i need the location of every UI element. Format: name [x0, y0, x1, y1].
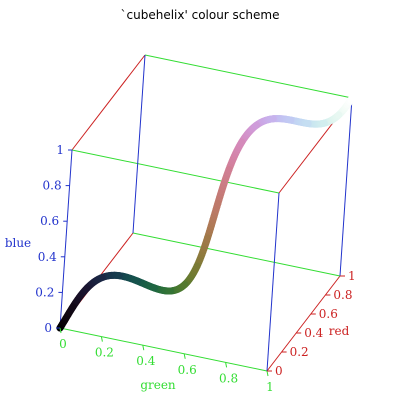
curve-point [238, 138, 246, 146]
red-tick-label: 0.4 [304, 326, 323, 340]
curve-point [348, 94, 356, 102]
green-tick-label: 0.6 [178, 363, 197, 377]
curve-point [151, 284, 159, 292]
green-tick-label: 0.2 [95, 346, 114, 360]
green-tick-mark [183, 353, 186, 359]
red-tick-label: 0.2 [290, 345, 309, 359]
green-tick-label: 0.8 [219, 371, 238, 385]
green-edge [132, 232, 341, 277]
curve-point [320, 119, 328, 127]
curve-point [115, 272, 123, 280]
green-tick-mark [142, 345, 145, 351]
curve-point [269, 115, 277, 123]
blue-tick-label: 0.2 [35, 285, 54, 299]
curve-point [181, 280, 189, 288]
curve-point [214, 199, 222, 207]
blue-edge [266, 192, 280, 372]
curve-point [304, 120, 312, 128]
curve-point [287, 116, 295, 124]
cubehelix-curve [56, 94, 356, 332]
axis-ticks: 00.20.40.60.8100.20.40.60.8100.20.40.60.… [35, 143, 355, 394]
blue-edge [132, 54, 146, 234]
red-tick-label: 0.8 [333, 288, 352, 302]
blue-tick-label: 0.4 [38, 250, 57, 264]
curve-point [253, 121, 261, 129]
blue-tick-label: 0.8 [43, 179, 62, 193]
red-tick-label: 1 [348, 269, 356, 283]
curve-point [193, 262, 201, 270]
red-edge [266, 275, 341, 372]
blue-tick-label: 1 [56, 143, 64, 157]
blue-tick-label: 0 [44, 321, 52, 335]
red-axis-label: red [329, 324, 350, 338]
green-tick-label: 0 [59, 337, 67, 351]
red-tick-label: 0 [275, 364, 283, 378]
curve-point [83, 284, 91, 292]
green-tick-mark [100, 336, 103, 342]
bounding-box [59, 54, 353, 372]
green-edge [59, 327, 268, 372]
curve-point [69, 303, 77, 311]
curve-point [204, 234, 212, 242]
blue-edge [339, 97, 353, 277]
green-tick-label: 0.4 [136, 354, 155, 368]
green-tick-mark [225, 362, 228, 368]
blue-edge [59, 149, 73, 329]
green-tick-mark [59, 327, 62, 334]
curve-point [133, 277, 141, 285]
curve-point [335, 111, 343, 119]
red-tick-label: 0.6 [319, 307, 338, 321]
green-tick-mark [266, 370, 269, 377]
blue-tick-label: 0.6 [40, 214, 59, 228]
green-tick-label: 1 [266, 380, 274, 394]
green-edge [71, 149, 280, 194]
curve-point [98, 273, 106, 281]
red-edge [71, 54, 146, 151]
blue-axis-label: blue [5, 236, 31, 250]
curve-point [225, 166, 233, 174]
green-edge [144, 54, 353, 99]
green-axis-label: green [140, 378, 176, 392]
chart-title: `cubehelix' colour scheme [121, 8, 280, 22]
curve-point [167, 287, 175, 295]
